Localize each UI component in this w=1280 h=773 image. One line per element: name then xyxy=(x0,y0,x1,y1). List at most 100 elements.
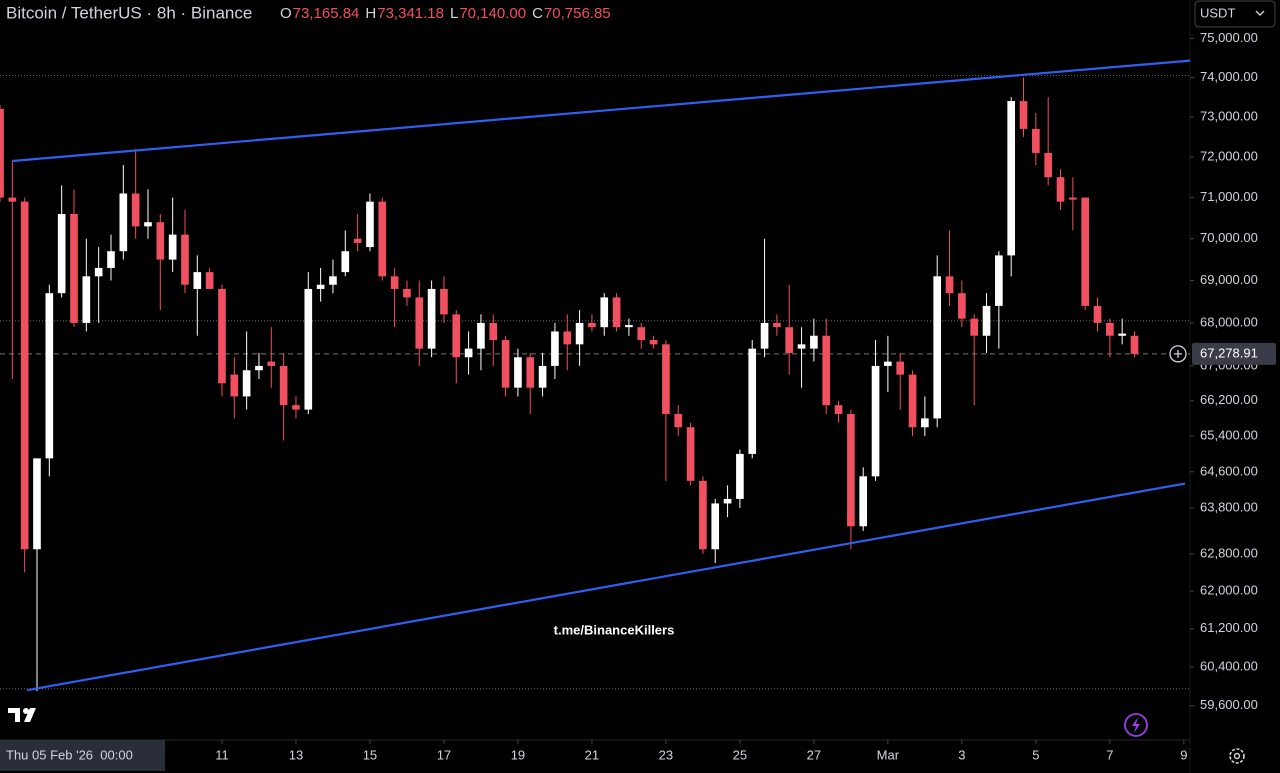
candle-body xyxy=(625,325,633,328)
y-tick-label: 61,200.00 xyxy=(1200,620,1258,635)
y-tick-label: 69,000.00 xyxy=(1200,272,1258,287)
candle-body xyxy=(181,234,189,285)
candle-body xyxy=(279,365,288,406)
candle-body xyxy=(834,405,843,414)
y-tick-label: 66,200.00 xyxy=(1200,392,1258,407)
candle-body xyxy=(0,108,4,198)
candle-body xyxy=(1093,305,1102,323)
candle-body xyxy=(748,348,757,454)
candle-body xyxy=(1081,197,1090,306)
candle-body xyxy=(464,348,473,358)
y-tick-label: 72,000.00 xyxy=(1200,148,1258,163)
candle-body xyxy=(501,340,510,388)
candle-body xyxy=(107,251,115,268)
trendline xyxy=(26,482,1186,692)
candle-body xyxy=(551,331,559,366)
legend-value: 70,140.00 xyxy=(459,5,526,22)
candle-body xyxy=(847,413,855,527)
candle-body xyxy=(699,480,707,550)
candle-body xyxy=(1069,197,1077,200)
candle-body xyxy=(1032,128,1040,153)
x-tick-label: 27 xyxy=(807,747,821,762)
candle-body xyxy=(353,238,362,243)
y-tick-label: 71,000.00 xyxy=(1200,189,1258,204)
candle-body xyxy=(810,335,818,349)
candle-body xyxy=(908,374,917,428)
candle-body xyxy=(958,293,966,319)
x-tick-label: 11 xyxy=(215,747,229,762)
candle-body xyxy=(970,318,979,336)
legend-key: L xyxy=(450,5,458,22)
crosshair-label: Thu 05 Feb '26 00:00 xyxy=(6,747,133,762)
candle-body xyxy=(526,357,535,388)
candle-body xyxy=(218,288,226,384)
y-tick-label: 73,000.00 xyxy=(1200,108,1258,123)
currency-button[interactable] xyxy=(1194,0,1276,28)
candle-body xyxy=(329,276,337,285)
legend-key: O xyxy=(280,5,292,22)
candle-body xyxy=(366,201,374,248)
candle-body xyxy=(921,418,929,428)
candle-body xyxy=(403,288,411,298)
candle-body xyxy=(20,201,29,550)
y-tick-label: 60,400.00 xyxy=(1200,658,1258,673)
candle-body xyxy=(859,476,868,527)
settings-button[interactable] xyxy=(1229,748,1245,764)
candle-body xyxy=(933,276,942,419)
candle-body xyxy=(1044,152,1053,178)
candle-body xyxy=(612,297,621,328)
legend-value: 70,756.85 xyxy=(544,5,611,22)
y-tick-label: 64,600.00 xyxy=(1200,463,1258,478)
x-tick-label: 13 xyxy=(289,747,303,762)
candle-body xyxy=(588,322,596,328)
candle-body xyxy=(575,322,584,345)
candle-body xyxy=(292,405,300,410)
candle-body xyxy=(255,365,263,371)
candle-body xyxy=(378,201,387,277)
candle-body xyxy=(797,344,806,349)
candle-body xyxy=(773,322,781,328)
candle-body xyxy=(945,276,954,294)
legend-key: C xyxy=(532,5,543,22)
x-tick-label: 15 xyxy=(363,747,377,762)
candle-body xyxy=(242,370,251,397)
candle-body xyxy=(131,193,140,227)
dropdown-arrow[interactable] xyxy=(1255,10,1265,16)
candle-body xyxy=(144,222,152,227)
candle-body xyxy=(995,255,1003,306)
y-tick-label: 75,000.00 xyxy=(1200,30,1258,45)
legend-value: 73,341.18 xyxy=(377,5,444,22)
x-tick-label: 25 xyxy=(733,747,747,762)
candle-body xyxy=(736,453,744,499)
x-tick-label: 7 xyxy=(1106,747,1113,762)
candle-body xyxy=(156,222,165,260)
y-tick-label: 62,800.00 xyxy=(1200,545,1258,560)
currency-label[interactable]: USDT xyxy=(1200,5,1235,20)
candle-body xyxy=(674,413,683,428)
candle-body xyxy=(193,272,202,289)
candle-body xyxy=(760,322,769,349)
candle-body xyxy=(70,213,78,323)
candle-body xyxy=(1019,101,1028,129)
candle-body xyxy=(33,458,41,550)
candle-body xyxy=(390,276,399,289)
chart-title: Bitcoin / TetherUS · 8h · Binance xyxy=(6,3,252,22)
lightning-button[interactable] xyxy=(1124,713,1148,737)
candle-body xyxy=(785,327,794,353)
last-price-label: 67,278.91 xyxy=(1200,345,1258,360)
y-tick-label: 63,800.00 xyxy=(1200,499,1258,514)
plus-sign xyxy=(1174,349,1182,358)
candle-body xyxy=(415,297,424,349)
x-tick-label: 23 xyxy=(659,747,673,762)
add-alert-button[interactable] xyxy=(1169,345,1187,363)
candle-body xyxy=(440,288,448,315)
candle-body xyxy=(538,365,547,388)
candle-body xyxy=(316,284,325,289)
x-tick-label: 19 xyxy=(511,747,525,762)
candle-body xyxy=(82,276,91,323)
candle-body xyxy=(1007,101,1016,256)
x-tick-label: 21 xyxy=(585,747,599,762)
